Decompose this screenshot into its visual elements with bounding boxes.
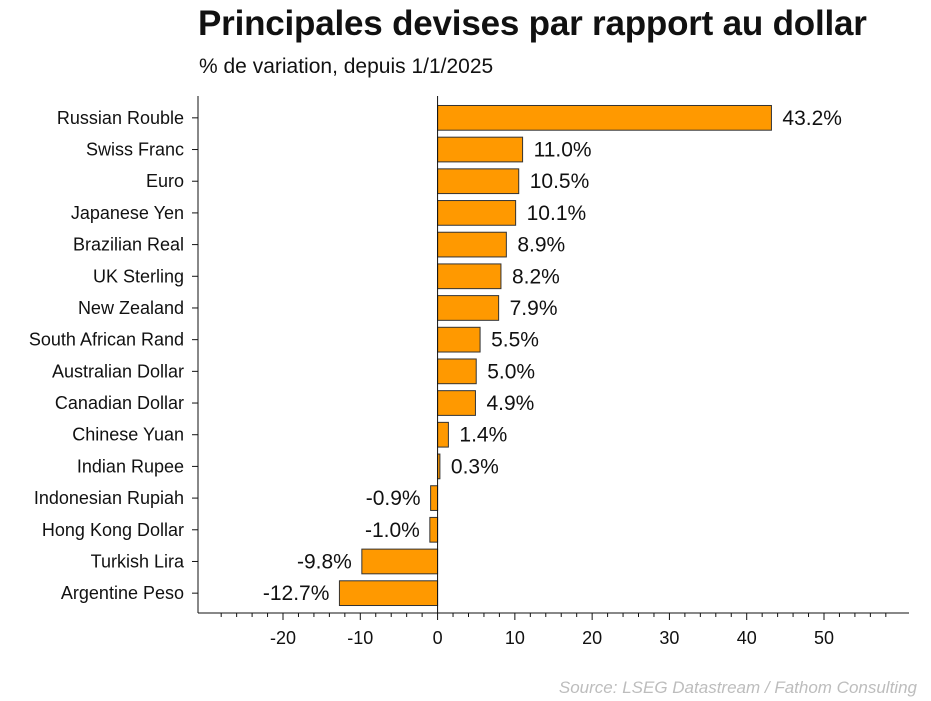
bar [361,548,439,575]
source-note: Source: LSEG Datastream / Fathom Consult… [558,678,917,697]
x-tick-label: -10 [347,628,373,648]
bar [437,358,477,385]
x-tick-label: 20 [582,628,602,648]
bar [437,263,502,290]
data-label: -0.9% [366,487,421,510]
category-label: Argentine Peso [61,583,184,603]
category-label: Russian Rouble [57,108,184,128]
category-label: Swiss Franc [86,140,184,160]
data-label: 43.2% [782,107,842,130]
chart-title: Principales devises par rapport au dolla… [198,4,867,43]
bar [437,231,507,258]
category-label: Canadian Dollar [55,393,184,413]
x-tick-label: 50 [814,628,834,648]
chart-subtitle: % de variation, depuis 1/1/2025 [199,55,494,78]
bar [430,485,439,511]
category-label: Hong Kong Dollar [42,520,184,540]
category-label: UK Sterling [93,266,184,286]
data-label: 1.4% [459,424,507,447]
category-label: Turkish Lira [91,551,185,571]
bar [437,104,772,131]
bar [437,200,517,226]
category-label: Japanese Yen [71,203,184,223]
data-label: 10.5% [530,170,590,193]
axes-layer [192,96,909,620]
bar [437,295,500,321]
data-label: 5.5% [491,329,539,352]
bar [437,421,449,448]
category-label: Indonesian Rupiah [34,488,184,508]
category-label: New Zealand [78,298,184,318]
data-label: -1.0% [365,519,420,542]
x-tick-label: 10 [505,628,525,648]
bars-layer [338,104,772,607]
bar [437,326,481,353]
data-label: 0.3% [451,455,499,478]
data-label: 8.9% [517,234,565,257]
category-label: South African Rand [29,330,184,350]
bar [338,580,439,607]
x-tick-label: -20 [270,628,296,648]
bar [429,516,439,543]
category-label: Australian Dollar [52,361,184,381]
category-label: Brazilian Real [73,235,184,255]
data-label: 8.2% [512,265,560,288]
data-label: -9.8% [297,550,352,573]
bar [437,168,520,195]
bar [437,390,476,416]
data-label: 10.1% [527,202,587,225]
x-tick-label: 0 [433,628,443,648]
labels-layer: Russian Rouble 43.2% Swiss Franc 11.0% Euro 1… [29,107,842,648]
data-label: 5.0% [487,360,535,383]
category-label: Chinese Yuan [72,425,184,445]
bar [437,136,524,163]
data-label: 11.0% [534,139,592,162]
category-label: Euro [146,171,184,191]
data-label: 7.9% [510,297,558,320]
data-label: 4.9% [486,392,534,415]
category-label: Indian Rupee [77,456,184,476]
x-tick-label: 40 [737,628,757,648]
x-tick-label: 30 [659,628,679,648]
data-label: -12.7% [263,582,330,605]
